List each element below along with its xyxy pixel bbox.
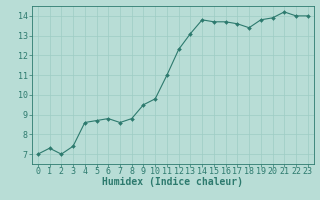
X-axis label: Humidex (Indice chaleur): Humidex (Indice chaleur) [102,177,243,187]
